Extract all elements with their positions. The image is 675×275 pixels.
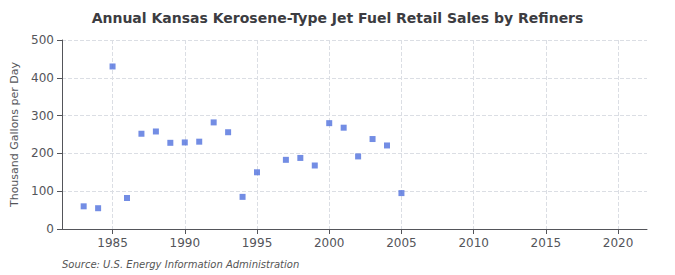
svg-text:2015: 2015 <box>531 236 562 250</box>
svg-text:2010: 2010 <box>458 236 489 250</box>
svg-text:400: 400 <box>31 71 54 85</box>
svg-text:1990: 1990 <box>170 236 201 250</box>
svg-text:200: 200 <box>31 146 54 160</box>
svg-text:300: 300 <box>31 109 54 123</box>
svg-text:2005: 2005 <box>386 236 417 250</box>
svg-text:Annual Kansas Kerosene-Type Je: Annual Kansas Kerosene-Type Jet Fuel Ret… <box>92 10 584 26</box>
svg-text:Thousand Gallons per Day: Thousand Gallons per Day <box>8 61 21 208</box>
svg-text:2000: 2000 <box>314 236 345 250</box>
svg-text:2020: 2020 <box>603 236 634 250</box>
svg-text:100: 100 <box>31 184 54 198</box>
svg-text:500: 500 <box>31 33 54 47</box>
svg-text:0: 0 <box>46 222 54 236</box>
svg-text:1985: 1985 <box>97 236 128 250</box>
svg-text:Source: U.S. Energy Informatio: Source: U.S. Energy Information Administ… <box>62 259 299 270</box>
svg-text:1995: 1995 <box>242 236 273 250</box>
